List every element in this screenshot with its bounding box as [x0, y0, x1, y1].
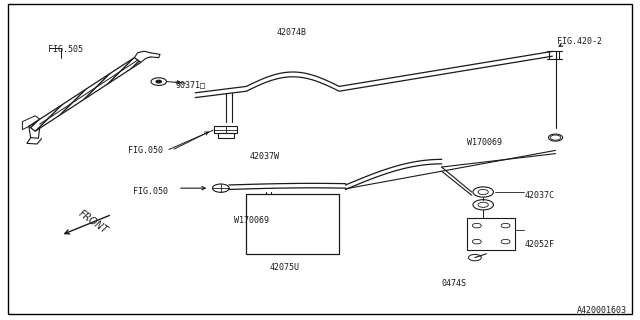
Text: W170069: W170069 [467, 138, 502, 147]
Text: 42052F: 42052F [525, 240, 555, 249]
Text: FIG.505: FIG.505 [48, 45, 83, 54]
Text: 42074B: 42074B [276, 28, 306, 36]
Circle shape [550, 135, 561, 140]
Text: FRONT: FRONT [76, 208, 109, 235]
Text: 42037W: 42037W [250, 152, 280, 161]
Text: 42075U: 42075U [270, 263, 300, 272]
Bar [467, 218, 515, 250]
Text: 0474S: 0474S [442, 279, 467, 288]
Text: FIG.420-2: FIG.420-2 [557, 37, 602, 46]
Bar [246, 194, 339, 254]
Text: W170069: W170069 [234, 216, 269, 225]
Circle shape [156, 80, 161, 83]
Text: A420001603: A420001603 [577, 306, 627, 315]
Bar [218, 133, 234, 138]
Text: FIG.050: FIG.050 [128, 146, 163, 155]
Text: 90371□: 90371□ [176, 80, 206, 89]
Bar [214, 126, 237, 133]
Text: 42037C: 42037C [525, 191, 555, 200]
Text: FIG.050: FIG.050 [132, 188, 168, 196]
